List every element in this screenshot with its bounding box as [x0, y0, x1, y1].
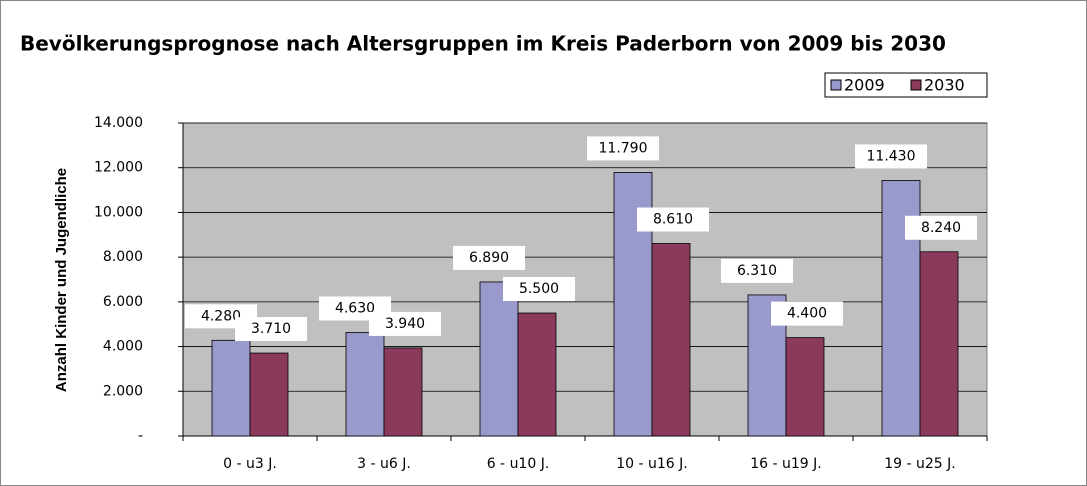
- y-tick-label: -: [138, 428, 143, 444]
- bar: [345, 332, 385, 437]
- x-tick-label: 0 - u3 J.: [223, 456, 277, 472]
- y-tick-label: 14.000: [94, 115, 143, 131]
- x-tick-label: 3 - u6 J.: [357, 456, 411, 472]
- value-label: 3.940: [385, 316, 425, 332]
- value-label-box: [637, 207, 709, 232]
- y-tick-label: 8.000: [103, 249, 143, 265]
- bar: [211, 339, 251, 437]
- y-tick-label: 12.000: [94, 160, 143, 176]
- legend-label: 2009: [844, 76, 885, 95]
- bar: [517, 312, 557, 437]
- value-label-box: [503, 277, 575, 302]
- value-label-box: [453, 245, 525, 270]
- value-label-box: [721, 258, 793, 283]
- x-tick-label: 19 - u25 J.: [884, 456, 955, 472]
- value-label: 8.240: [921, 220, 961, 236]
- x-tick-label: 6 - u10 J.: [487, 456, 550, 472]
- y-tick-label: 6.000: [103, 294, 143, 310]
- bar: [785, 337, 825, 437]
- y-tick-label: 2.000: [103, 383, 143, 399]
- value-label: 6.890: [469, 250, 509, 266]
- value-label-box: [369, 311, 441, 336]
- y-axis-title: Anzahl Kinder und Jugendliche: [53, 168, 70, 392]
- value-label: 6.310: [737, 263, 777, 279]
- value-label: 11.790: [599, 140, 648, 156]
- value-label: 4.280: [201, 308, 241, 324]
- value-label-box: [771, 301, 843, 326]
- x-tick-label: 16 - u19 J.: [750, 456, 821, 472]
- value-label-box: [855, 144, 927, 169]
- value-label: 5.500: [519, 281, 559, 297]
- value-label: 3.710: [251, 321, 291, 337]
- y-tick-label: 4.000: [103, 339, 143, 355]
- x-tick-label: 10 - u16 J.: [616, 456, 687, 472]
- bar: [479, 281, 519, 437]
- chart-title: Bevölkerungsprognose nach Altersgruppen …: [20, 32, 946, 56]
- legend-label: 2030: [924, 76, 965, 95]
- bar: [249, 352, 289, 437]
- legend-swatch: [910, 79, 922, 91]
- legend-swatch: [830, 79, 842, 91]
- bar: [651, 243, 691, 437]
- plot-area: [182, 122, 988, 437]
- bar: [383, 347, 423, 437]
- value-label-box: [905, 215, 977, 240]
- value-label-box: [235, 317, 307, 342]
- value-label: 11.430: [867, 148, 916, 164]
- value-label: 4.400: [787, 306, 827, 322]
- bar: [919, 251, 959, 437]
- value-label: 4.630: [335, 300, 375, 316]
- value-label: 8.610: [653, 212, 693, 228]
- legend-box: [824, 72, 988, 98]
- value-label-box: [587, 136, 659, 161]
- y-tick-label: 10.000: [94, 204, 143, 220]
